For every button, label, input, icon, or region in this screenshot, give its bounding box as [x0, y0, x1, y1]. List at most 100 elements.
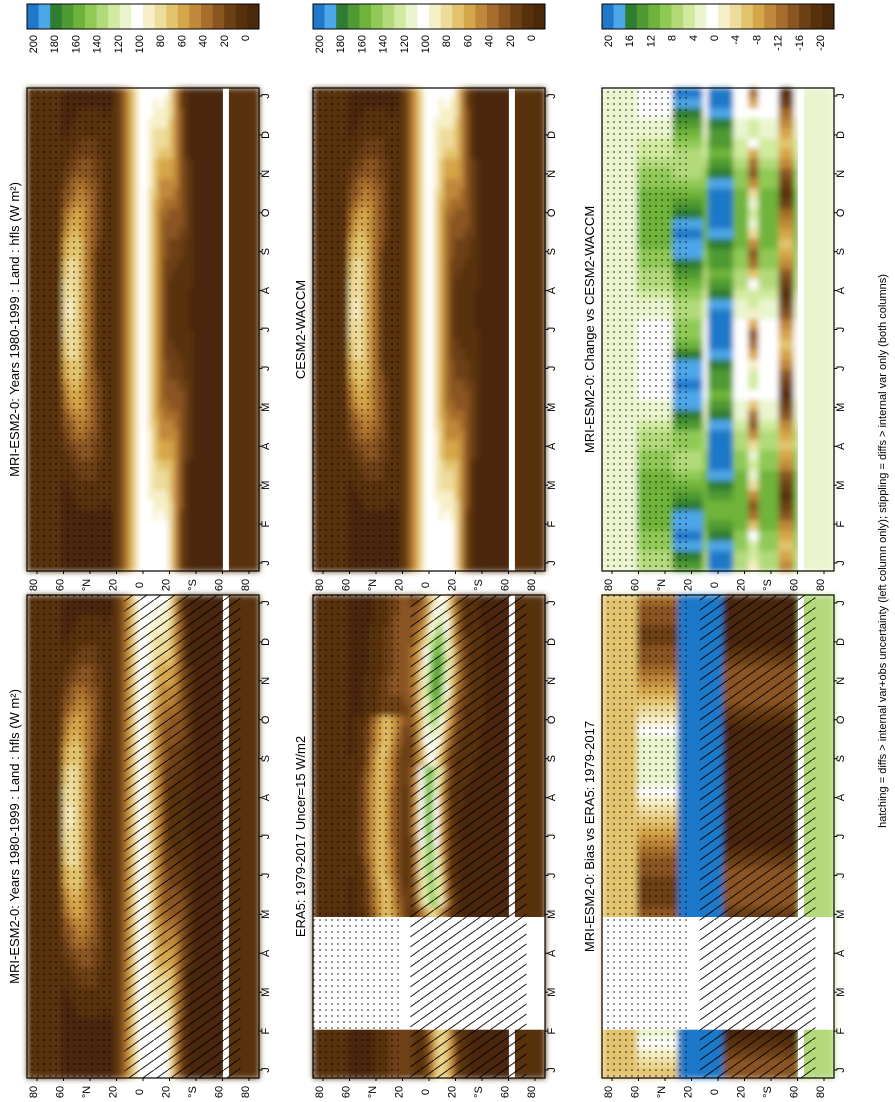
heatmap-cell	[117, 756, 124, 767]
heatmap-cell	[127, 218, 134, 230]
heatmap-cell	[137, 88, 144, 99]
heatmap-cell	[168, 88, 174, 99]
heatmap-cell	[203, 108, 210, 119]
heatmap-cell	[238, 665, 245, 677]
heatmap-cell	[218, 98, 225, 109]
heatmap-cell	[112, 188, 119, 200]
heatmap-cell	[178, 88, 184, 99]
heatmap-cell	[137, 168, 144, 180]
heatmap-cell	[148, 88, 154, 99]
heatmap-cell	[178, 249, 184, 260]
heatmap-cell	[238, 876, 245, 888]
heatmap-cell	[243, 269, 250, 280]
heatmap-cell	[148, 198, 154, 210]
heatmap-cell	[112, 625, 119, 636]
heatmap-cell	[208, 128, 215, 139]
heatmap-cell	[193, 148, 200, 160]
heatmap-cell	[183, 540, 189, 552]
heatmap-cell	[253, 625, 260, 636]
heatmap-cell	[253, 615, 260, 626]
heatmap-cell	[137, 339, 144, 351]
heatmap-cell	[238, 228, 245, 240]
heatmap-cell	[117, 178, 124, 190]
heatmap-cell	[253, 178, 260, 190]
heatmap-cell	[203, 228, 210, 240]
heatmap-cell	[218, 470, 225, 482]
heatmap-cell	[193, 118, 200, 129]
heatmap-cell	[188, 359, 195, 371]
heatmap-cell	[213, 269, 220, 280]
heatmap-cell	[208, 490, 215, 502]
heatmap-cell	[198, 470, 205, 482]
heatmap-cell	[112, 635, 119, 646]
heatmap-cell	[233, 470, 240, 482]
heatmap-cell	[137, 349, 144, 361]
heatmap-cell	[163, 490, 169, 502]
heatmap-cell	[198, 249, 205, 260]
heatmap-cell	[158, 500, 164, 512]
heatmap-cell	[218, 319, 225, 331]
heatmap-cell	[122, 128, 129, 139]
heatmap-cell	[178, 178, 184, 190]
heatmap-cell	[122, 98, 129, 109]
heatmap-cell	[127, 118, 134, 129]
heatmap-cell	[213, 228, 220, 240]
heatmap-cell	[188, 389, 195, 401]
heatmap-cell	[193, 430, 200, 441]
heatmap-cell	[188, 470, 195, 482]
heatmap-cell	[243, 188, 250, 200]
heatmap-cell	[143, 410, 149, 421]
heatmap-cell	[122, 138, 129, 149]
heatmap-cell	[253, 168, 260, 180]
heatmap-cell	[163, 108, 169, 119]
heatmap-cell	[253, 158, 260, 170]
heatmap-cell	[238, 947, 245, 958]
heatmap-cell	[198, 379, 205, 391]
heatmap-cell	[248, 655, 255, 667]
heatmap-cell	[173, 98, 179, 109]
heatmap-cell	[178, 128, 184, 139]
heatmap-cell	[127, 188, 134, 200]
heatmap-cell	[248, 957, 255, 968]
heatmap-cell	[193, 259, 200, 270]
heatmap-cell	[208, 118, 215, 129]
heatmap-cell	[253, 856, 260, 868]
heatmap-cell	[243, 299, 250, 310]
heatmap-cell	[183, 188, 189, 200]
heatmap-cell	[132, 550, 139, 562]
heatmap-cell	[173, 128, 179, 139]
heatmap-cell	[143, 269, 149, 280]
heatmap-cell	[188, 349, 195, 361]
heatmap-cell	[228, 440, 235, 451]
heatmap-cell	[218, 168, 225, 180]
lat-tick-label: 80	[240, 579, 252, 591]
heatmap-cell	[203, 490, 210, 502]
heatmap-cell	[203, 188, 210, 200]
heatmap-cell	[253, 917, 260, 928]
heatmap-cell	[213, 500, 220, 512]
heatmap-cell	[168, 490, 174, 502]
heatmap-cell	[188, 259, 195, 270]
heatmap-cell	[183, 550, 189, 562]
heatmap-cell	[248, 836, 255, 848]
heatmap-cell	[137, 198, 144, 210]
heatmap-cell	[218, 289, 225, 300]
heatmap-cell	[253, 289, 260, 300]
heatmap-cell	[233, 168, 240, 180]
month-tick-label: O	[260, 208, 272, 217]
heatmap-cell	[132, 470, 139, 482]
heatmap-cell	[173, 440, 179, 451]
heatmap-cell	[188, 339, 195, 351]
heatmap-cell	[243, 379, 250, 391]
heatmap-cell	[198, 118, 205, 129]
heatmap-cell	[173, 450, 179, 461]
heatmap-cell	[248, 906, 255, 918]
heatmap-cell	[117, 359, 124, 371]
heatmap-cell	[243, 635, 250, 646]
heatmap-cell	[243, 238, 250, 250]
heatmap-cell	[253, 208, 260, 220]
heatmap-cell	[218, 188, 225, 200]
heatmap-cell	[228, 379, 235, 391]
heatmap-cell	[153, 349, 159, 361]
heatmap-cell	[137, 108, 144, 119]
